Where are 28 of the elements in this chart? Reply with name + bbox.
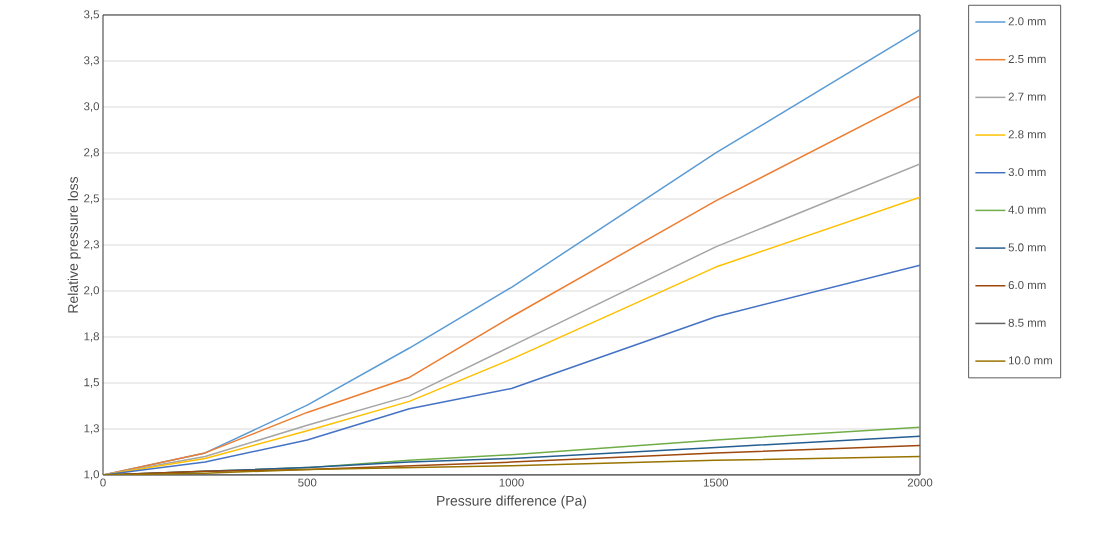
legend-label: 2.7 mm xyxy=(1008,92,1046,101)
legend-label: 8.5 mm xyxy=(1008,318,1046,327)
y-tick-label: 2,5 xyxy=(84,194,100,204)
x-tick-label: 0 xyxy=(100,478,106,487)
x-tick-label: 2000 xyxy=(907,478,933,487)
legend-label: 6.0 mm xyxy=(1008,281,1046,290)
y-tick-label: 1,5 xyxy=(84,378,100,388)
legend-label: 4.0 mm xyxy=(1008,205,1046,214)
y-tick-label: 3,5 xyxy=(84,10,100,20)
legend-label: 2.8 mm xyxy=(1008,130,1046,139)
y-tick-label: 3,3 xyxy=(84,56,99,66)
legend-label: 2.5 mm xyxy=(1008,54,1046,64)
legend-label: 5.0 mm xyxy=(1008,243,1046,252)
x-tick-label: 1000 xyxy=(499,478,524,487)
y-tick-label: 1,8 xyxy=(84,332,99,342)
legend-label: 10.0 mm xyxy=(1008,356,1052,365)
y-tick-label: 1,0 xyxy=(84,470,100,480)
y-tick-label: 1,3 xyxy=(84,424,99,434)
legend-label: 2.0 mm xyxy=(1008,17,1046,26)
x-tick-label: 1500 xyxy=(703,478,729,487)
x-axis-title: Pressure difference (Pa) xyxy=(437,495,587,509)
y-tick-label: 2,3 xyxy=(84,240,99,250)
y-tick-label: 2,0 xyxy=(84,286,100,296)
y-tick-label: 2,8 xyxy=(84,148,99,158)
y-tick-label: 3,0 xyxy=(84,102,100,112)
legend-label: 3.0 mm xyxy=(1008,167,1046,177)
y-axis-title: Relative pressure loss xyxy=(67,176,81,313)
x-tick-label: 500 xyxy=(298,478,317,487)
